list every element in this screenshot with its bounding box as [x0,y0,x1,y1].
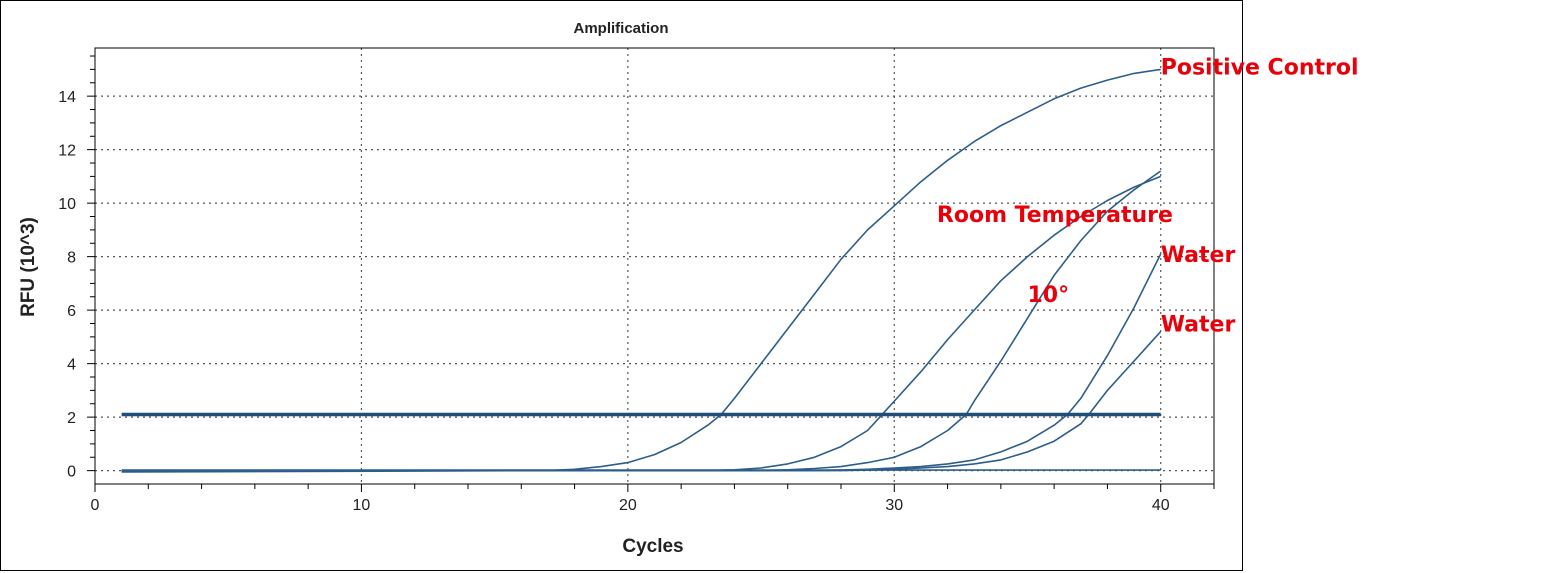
x-tick-label: 40 [1152,497,1170,514]
x-axis-ticks: 0 10 20 30 40 [91,484,1215,514]
annotation-label: Positive Control [1161,56,1359,81]
plot-area-border [94,47,1215,485]
annotations: Positive Control Room Temperature Water 10°… [937,56,1359,338]
annotation-label: 10° [1028,283,1070,308]
series-line-3 [121,170,1162,472]
x-tick-label: 0 [91,497,100,514]
x-tick-label: 10 [353,497,371,514]
y-tick-label: 12 [58,143,76,160]
y-axis-title: RFU (10^3) [18,217,39,317]
y-tick-label: 6 [67,303,76,320]
x-tick-label: 30 [885,497,903,514]
chart-title: Amplification [573,20,668,37]
series-line-2 [121,175,1161,472]
x-tick-label: 20 [619,497,637,514]
annotation-label: Water [1161,243,1236,268]
series-line-1 [121,68,1161,473]
y-tick-label: 10 [58,196,76,213]
y-tick-label: 4 [67,357,76,374]
axes [94,47,1215,485]
y-tick-label: 8 [67,250,76,267]
y-tick-label: 0 [67,464,76,481]
series-lines [121,68,1162,473]
grid [95,48,1214,484]
series-line-4 [121,253,1162,472]
y-tick-label: 14 [58,89,76,106]
chart-frame [0,0,1243,571]
annotation-label: Water [1161,313,1236,338]
y-axis-ticks: 0 2 4 6 8 10 12 14 [58,55,95,481]
y-tick-label: 2 [67,410,76,427]
x-axis-title: Cycles [622,536,683,557]
annotation-label: Room Temperature [937,203,1173,228]
